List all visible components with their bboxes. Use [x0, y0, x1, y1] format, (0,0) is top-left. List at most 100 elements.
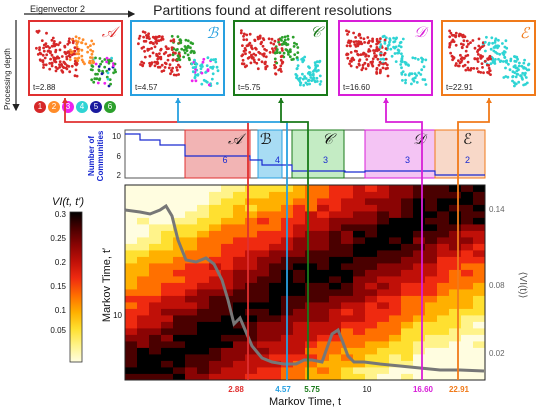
- partition-time: t=22.91: [446, 83, 473, 92]
- heatmap-cell: [377, 256, 390, 264]
- resolution-arrow: [175, 98, 181, 103]
- heatmap-cell: [209, 250, 222, 257]
- partition-node: [315, 76, 319, 80]
- heatmap-cell: [269, 367, 282, 374]
- heatmap-cell: [365, 334, 378, 342]
- heatmap-cell: [449, 282, 462, 290]
- heatmap-cell: [365, 263, 378, 270]
- colorbar: [69, 211, 83, 363]
- heatmap-cell: [473, 211, 486, 218]
- partition-node: [379, 43, 383, 46]
- partition-node: [295, 56, 299, 59]
- heatmap-cell: [173, 289, 186, 296]
- partition-node: [304, 81, 308, 85]
- heatmap-cell: [365, 276, 378, 283]
- partition-node: [310, 79, 314, 82]
- partition-node: [404, 78, 407, 82]
- partition-node: [177, 63, 180, 67]
- partition-node: [106, 71, 110, 75]
- heatmap-cell: [209, 269, 222, 277]
- heatmap-cell: [257, 224, 270, 231]
- legend-circle-2: 2: [48, 101, 60, 113]
- heatmap-cell: [401, 217, 414, 225]
- partition-time: t=4.57: [135, 83, 158, 92]
- heatmap-cell: [233, 367, 246, 374]
- heatmap-cell: [401, 328, 414, 335]
- partition-node: [210, 77, 214, 81]
- heatmap-cell: [413, 328, 426, 335]
- heatmap-cell: [389, 308, 402, 316]
- partition-node: [479, 55, 482, 59]
- partition-node: [307, 78, 311, 82]
- heatmap-cell: [365, 295, 378, 303]
- partition-node: [514, 75, 518, 79]
- heatmap-cell: [161, 243, 174, 251]
- heatmap-cell: [257, 347, 270, 355]
- heatmap-cell: [329, 191, 342, 199]
- partition-node: [358, 33, 362, 37]
- heatmap-cell: [341, 230, 354, 238]
- partition-node: [202, 57, 206, 61]
- heatmap-cell: [377, 282, 390, 290]
- partition-node: [471, 39, 475, 42]
- heatmap-cell: [173, 269, 186, 277]
- heatmap-cell: [329, 237, 342, 244]
- heatmap-cell: [233, 373, 246, 381]
- heatmap-cell: [365, 282, 378, 290]
- heatmap-cell: [149, 237, 162, 244]
- partition-node: [512, 65, 516, 69]
- heatmap-cell: [149, 211, 162, 218]
- heatmap-cell: [317, 185, 330, 192]
- heatmap-cell: [137, 315, 150, 322]
- heatmap-cell: [305, 334, 318, 342]
- heatmap-cell: [197, 321, 210, 329]
- heatmap-cell: [233, 347, 246, 355]
- heatmap-cell: [149, 308, 162, 316]
- partition-node: [272, 42, 276, 46]
- heatmap-cell: [293, 256, 306, 264]
- partition-node: [478, 47, 481, 51]
- heatmap-cell: [425, 302, 438, 309]
- heatmap-cell: [221, 373, 234, 381]
- heatmap-cell: [185, 328, 198, 335]
- partition-node: [282, 40, 286, 44]
- heatmap-cell: [365, 367, 378, 374]
- heatmap-cell: [401, 276, 414, 283]
- partition-node: [243, 65, 247, 69]
- heatmap-cell: [341, 198, 354, 205]
- partition-node: [303, 75, 306, 78]
- partition-node: [241, 44, 244, 47]
- partition-node: [202, 78, 206, 82]
- partition-node: [274, 72, 277, 75]
- heatmap-cell: [341, 211, 354, 218]
- region-box-5: [434, 129, 486, 179]
- heatmap-cell: [449, 217, 462, 225]
- partition-node: [35, 46, 38, 50]
- heatmap-cell: [125, 198, 138, 205]
- partition-node: [404, 61, 408, 65]
- partition-node: [73, 49, 77, 53]
- partition-node: [371, 57, 375, 61]
- heatmap-cell: [317, 328, 330, 335]
- heatmap-cell: [365, 256, 378, 264]
- partition-node: [269, 41, 273, 45]
- heatmap-cell: [185, 282, 198, 290]
- partition-node: [61, 70, 64, 74]
- partition-node: [184, 38, 188, 42]
- partition-node: [50, 53, 54, 57]
- heatmap-cell: [149, 341, 162, 348]
- partition-node: [354, 45, 358, 48]
- colorbar-title: VI(t, t′): [52, 196, 84, 208]
- partition-node: [261, 37, 265, 40]
- partition-node: [68, 37, 71, 41]
- partition-node: [258, 36, 262, 40]
- partition-node: [293, 41, 296, 45]
- partition-node: [361, 63, 365, 67]
- heatmap-cell: [389, 269, 402, 277]
- region-box-2: [257, 129, 283, 179]
- partition-node: [175, 68, 179, 72]
- partition-node: [248, 32, 252, 36]
- partition-node: [68, 70, 72, 74]
- heatmap-cell: [449, 185, 462, 192]
- heatmap-cell: [209, 211, 222, 218]
